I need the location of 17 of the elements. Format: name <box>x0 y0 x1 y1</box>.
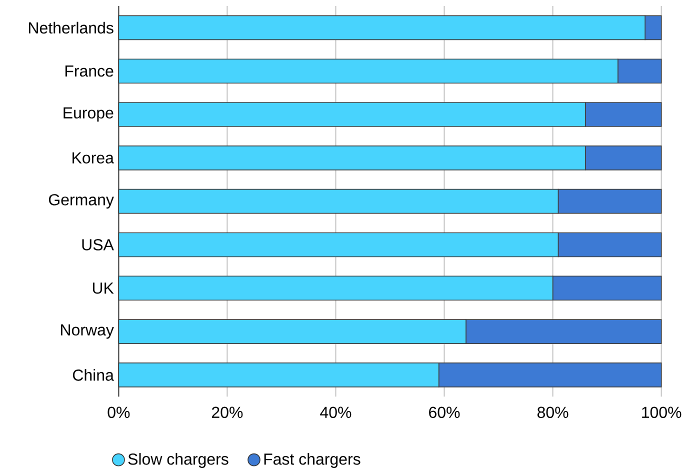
y-tick-label: Norway <box>61 324 114 339</box>
y-tick-label: Korea <box>72 152 114 164</box>
y-tick-label: USA <box>82 239 114 250</box>
y-tick-label: China <box>72 369 114 381</box>
x-tick-label: 20% <box>212 406 243 418</box>
y-tick-label: Germany <box>48 194 114 209</box>
x-tick-label: 0% <box>108 406 130 418</box>
y-tick-label: UK <box>92 282 114 294</box>
y-tick-label: Europe <box>64 107 114 122</box>
x-tick-label: 60% <box>429 406 460 418</box>
legend-label: Slow chargers <box>128 453 228 468</box>
x-tick-label: 80% <box>537 406 568 418</box>
x-tick-label: 40% <box>320 406 352 418</box>
x-tick-label: 100% <box>642 406 682 418</box>
legend-label: Fast chargers <box>264 453 360 468</box>
y-tick-label: Netherlands <box>29 22 114 34</box>
y-tick-label: France <box>65 66 114 77</box>
